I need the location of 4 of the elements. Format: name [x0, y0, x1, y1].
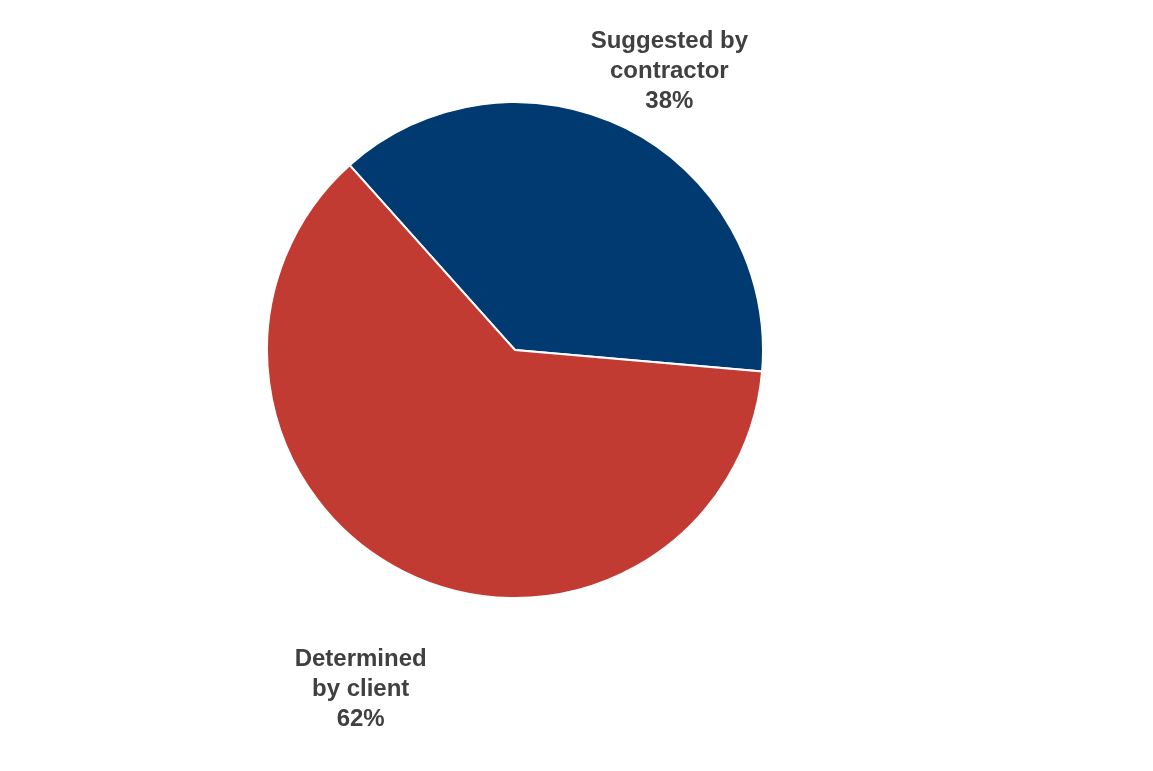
- data-label: 38%: [645, 86, 694, 114]
- slice-label: Suggested by contractor: [590, 26, 749, 84]
- data-label: 62%: [336, 703, 385, 731]
- slice-label: Determined by client: [294, 643, 427, 701]
